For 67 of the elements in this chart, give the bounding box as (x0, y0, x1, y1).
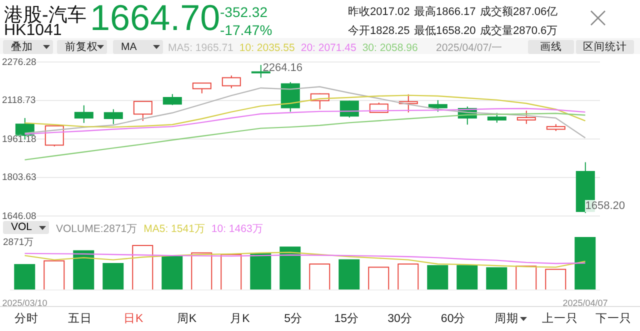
x-tick-label: 2025/03/10 (2, 298, 48, 308)
text: 分时 (14, 312, 40, 326)
text: 今开1828.25 (348, 25, 410, 38)
text: 五日 (66, 312, 93, 326)
y-tick-label: 2118.73 (2, 95, 36, 106)
text: 5分 (283, 312, 304, 326)
y-tick-label: 1961.18 (2, 134, 36, 144)
text: 前复权 (65, 40, 98, 54)
text: 1664.70 (90, 0, 220, 40)
text: 最低1658.20 (414, 25, 476, 38)
bar (102, 263, 124, 290)
text: 上一只 (540, 312, 579, 326)
text: 30分 (386, 312, 414, 326)
series-label: VOLUME:2871万 (56, 222, 138, 236)
annotation: 1658.20 (585, 200, 626, 212)
y-tick-label: 1646.08 (2, 210, 36, 222)
text: MA (121, 40, 137, 54)
text: 下一只 (594, 312, 632, 326)
text: 画线 (528, 40, 574, 54)
text: 区间统计 (576, 40, 634, 54)
bar (486, 267, 508, 290)
text: MA5: 1965.71 (168, 42, 234, 54)
bar (162, 255, 183, 290)
text: 叠加 (11, 40, 33, 54)
annotation: 2871万 (3, 237, 34, 248)
bar (132, 244, 154, 290)
text: -352.32 (220, 4, 268, 21)
text: 15分 (333, 312, 360, 326)
bar (427, 265, 448, 290)
text: 最高1866.17 (414, 6, 476, 20)
text: -17.47% (220, 22, 272, 39)
text: 日K (122, 312, 144, 326)
text: 成交额287.06亿 (480, 6, 558, 20)
bar (73, 250, 94, 290)
y-tick-label: 1803.63 (2, 172, 36, 183)
bar (191, 252, 212, 290)
bar (280, 246, 301, 290)
series-label: MA5: 1541万 (144, 222, 206, 236)
bar (545, 268, 566, 290)
bar (14, 264, 36, 290)
bar (309, 264, 330, 290)
text: 2025/04/07/一 (436, 42, 502, 55)
text: 成交量2870.6万 (480, 25, 558, 38)
text: VOL (11, 221, 32, 234)
text: 昨收2017.02 (348, 6, 410, 20)
bar (516, 266, 537, 290)
candlestick (74, 104, 94, 124)
bar (44, 260, 65, 290)
text: 周期 (494, 312, 520, 326)
text: 月K (229, 312, 251, 326)
bar (368, 266, 390, 290)
bar (338, 259, 360, 290)
annotation: 2264.16 (262, 62, 303, 74)
text: 周K (176, 312, 198, 326)
bar (250, 252, 272, 290)
x-tick-label: 2025/04/07 (562, 298, 608, 308)
text: 30: 2058.96 (362, 42, 418, 54)
bar (574, 237, 596, 290)
text: 60分 (440, 312, 467, 326)
bar (456, 265, 478, 290)
text: 10: 2035.55 (239, 42, 295, 54)
series-label: 10: 1463万 (211, 222, 264, 236)
bar (398, 264, 419, 290)
chart-subtitle: HK1041 (4, 22, 62, 40)
y-tick-label: 2276.28 (2, 56, 36, 68)
text: 20: 2071.45 (300, 42, 356, 54)
bar (220, 254, 242, 290)
